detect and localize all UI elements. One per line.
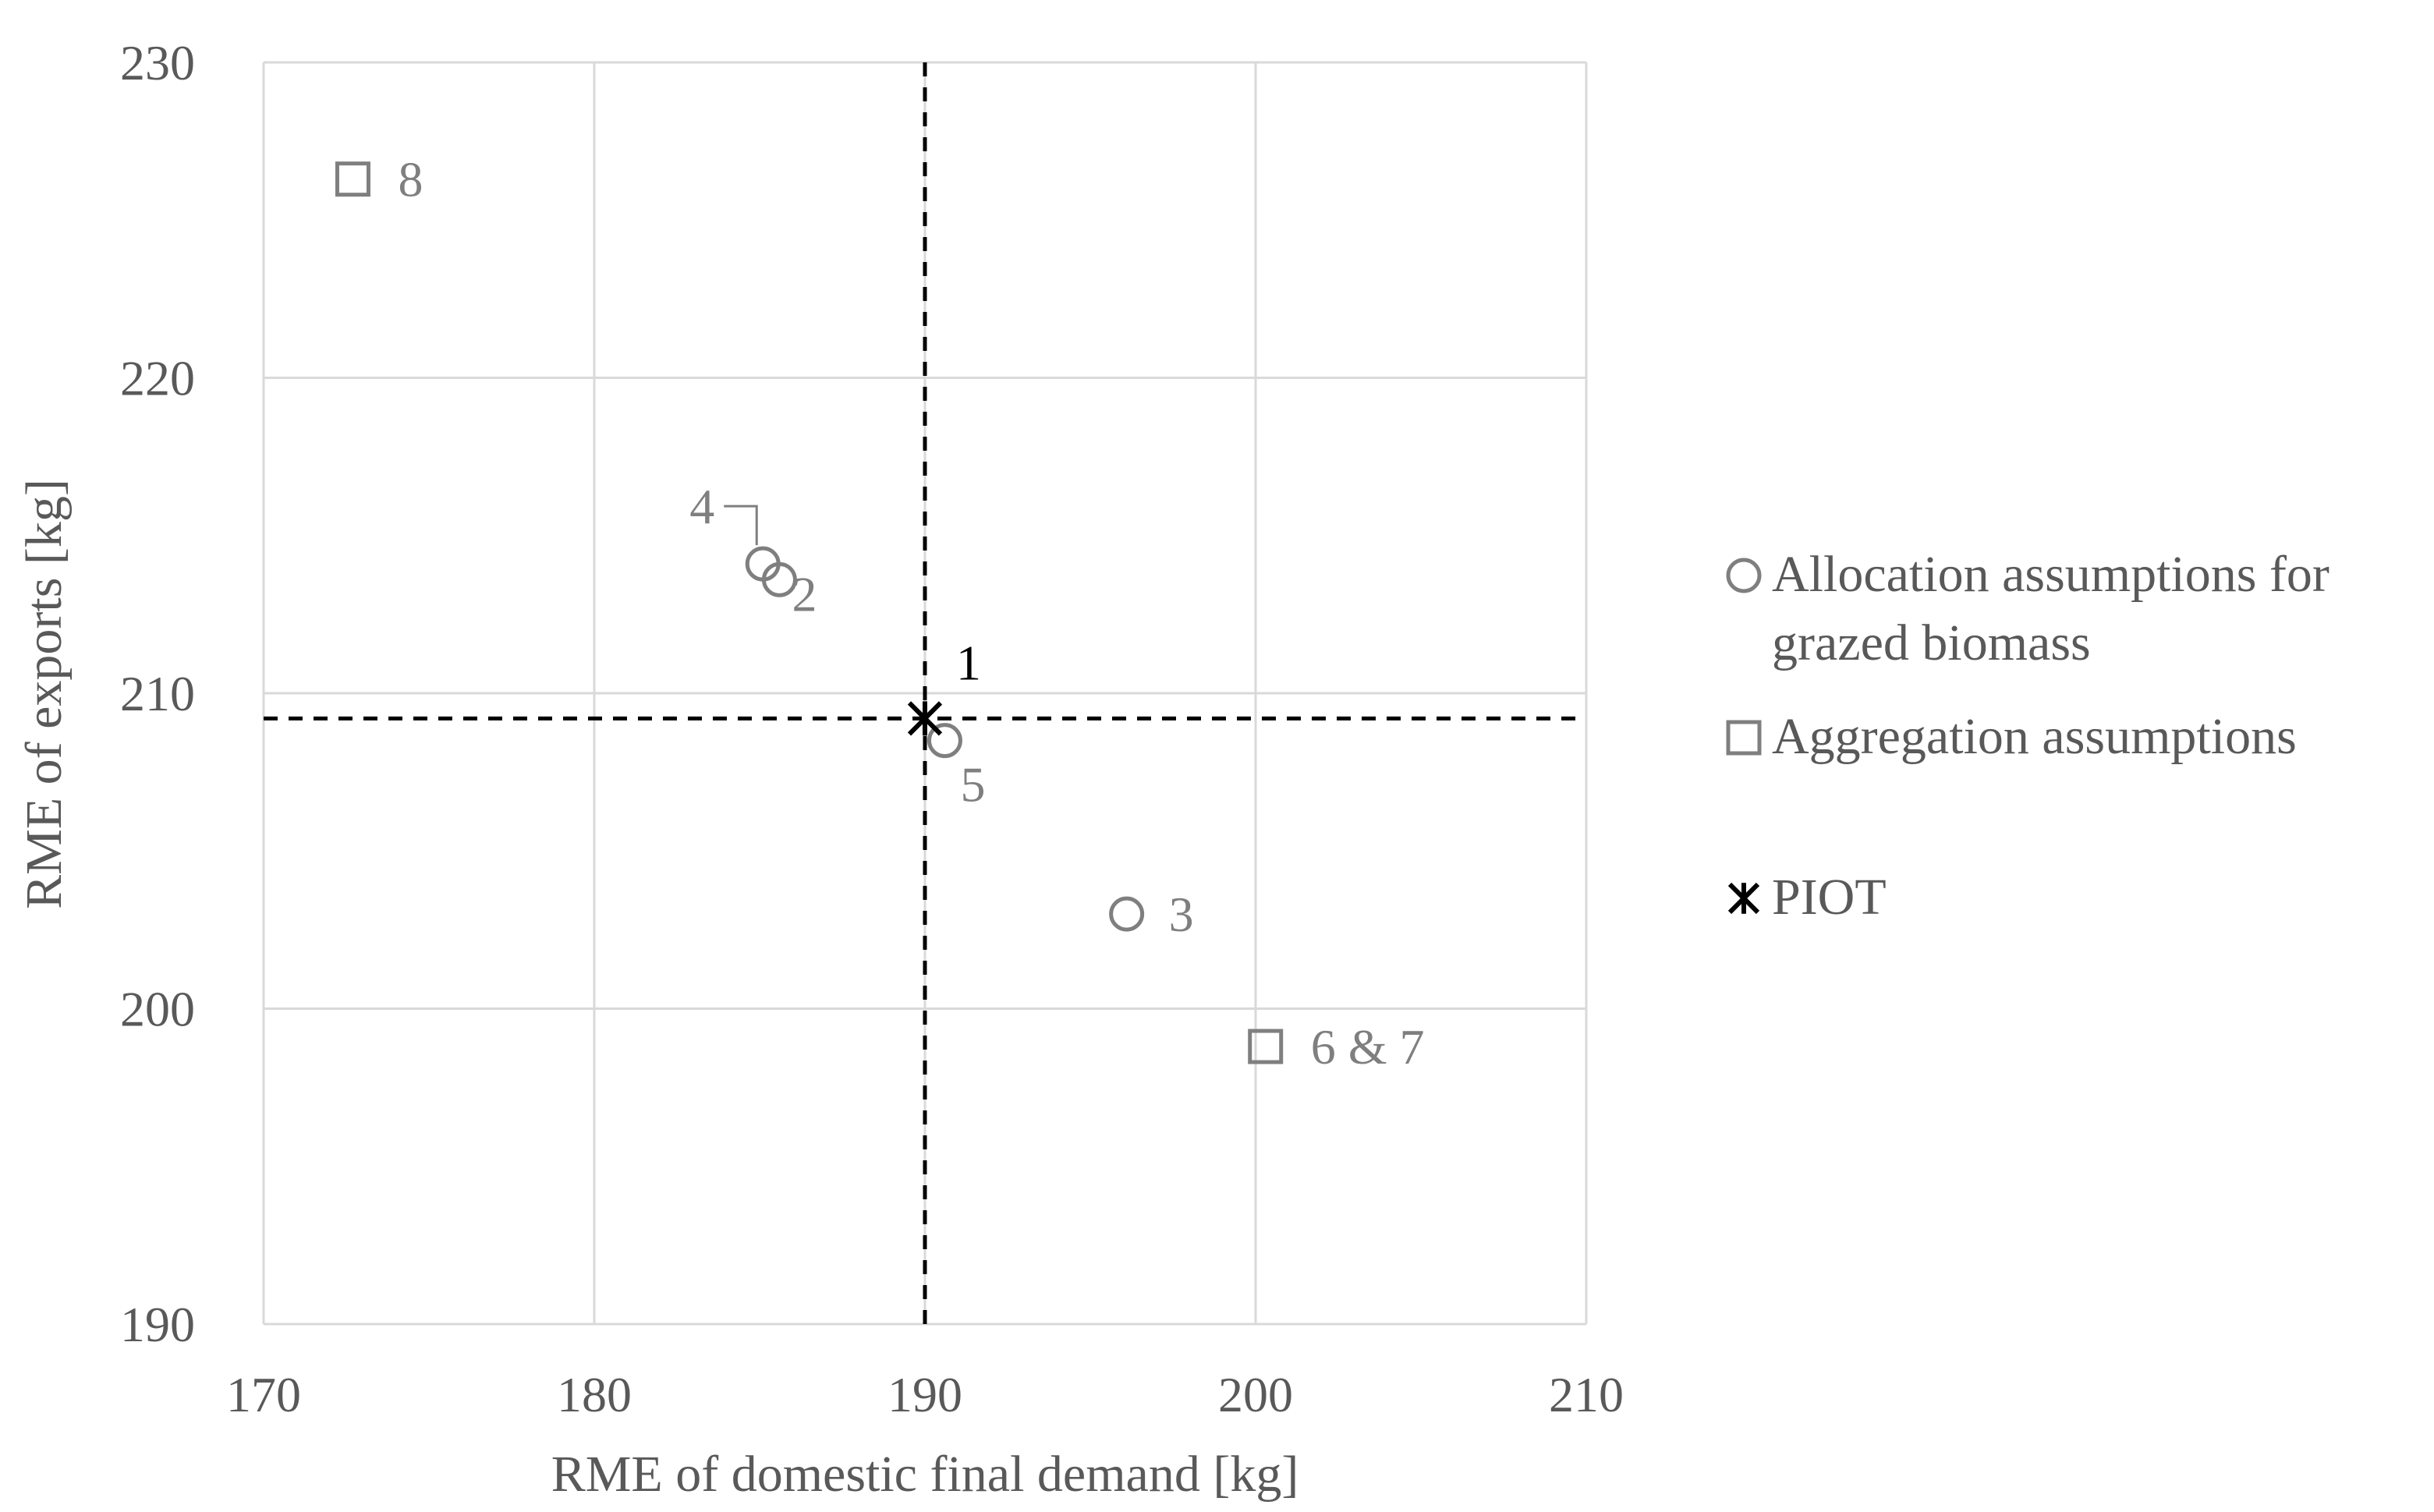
square-point-8: [335, 161, 370, 197]
point-label: 6 & 7: [1311, 1019, 1425, 1075]
y-tick-label: 210: [120, 666, 195, 721]
y-tick-label: 230: [120, 35, 195, 90]
x-tick-label: 190: [888, 1367, 962, 1422]
legend-label: grazed biomass: [1772, 614, 2091, 671]
x-tick-label: 210: [1549, 1367, 1624, 1422]
point-label: 4: [689, 479, 714, 534]
legend: Allocation assumptions for grazed biomass…: [1726, 546, 2329, 926]
label-leader-line: [724, 505, 758, 546]
x-tick-label: 180: [557, 1367, 632, 1422]
legend-square-icon: [1726, 720, 1762, 756]
legend-item: Allocation assumptions for grazed biomass: [1726, 546, 2329, 671]
square-point-6-7: [1248, 1029, 1284, 1064]
legend-circle-icon: [1726, 558, 1762, 593]
legend-asterisk-icon: [1727, 882, 1760, 915]
legend-label: Allocation assumptions for: [1772, 546, 2329, 603]
point-label: 5: [960, 757, 985, 813]
circle-point-4: [745, 546, 781, 582]
circle-point-5: [926, 723, 962, 759]
y-axis-title: RME of exports [kg]: [16, 479, 73, 909]
asterisk-point-1: [907, 701, 943, 736]
x-tick-label: 200: [1218, 1367, 1293, 1422]
point-label: 3: [1169, 887, 1194, 942]
x-axis-title: RME of domestic final demand [kg]: [551, 1446, 1299, 1503]
legend-label: PIOT: [1772, 869, 1887, 926]
point-label: 1: [956, 635, 981, 690]
y-tick-label: 220: [120, 351, 195, 406]
point-label: 8: [398, 152, 423, 207]
y-tick-label: 190: [120, 1297, 195, 1352]
legend-label: Aggregation assumptions: [1772, 708, 2297, 765]
point-label: 2: [792, 566, 817, 621]
y-tick-label: 200: [120, 982, 195, 1037]
legend-item: Aggregation assumptions: [1726, 708, 2297, 765]
x-tick-label: 170: [226, 1367, 301, 1422]
circle-point-3: [1109, 896, 1145, 932]
tick-labels: 170 180 190 200 210 190 200 210 220 230: [120, 35, 1624, 1422]
data-points: [335, 161, 1284, 1064]
point-labels: 2 3 4 5 6 & 7 8 1: [398, 152, 1424, 1075]
legend-item: PIOT: [1727, 869, 1887, 926]
